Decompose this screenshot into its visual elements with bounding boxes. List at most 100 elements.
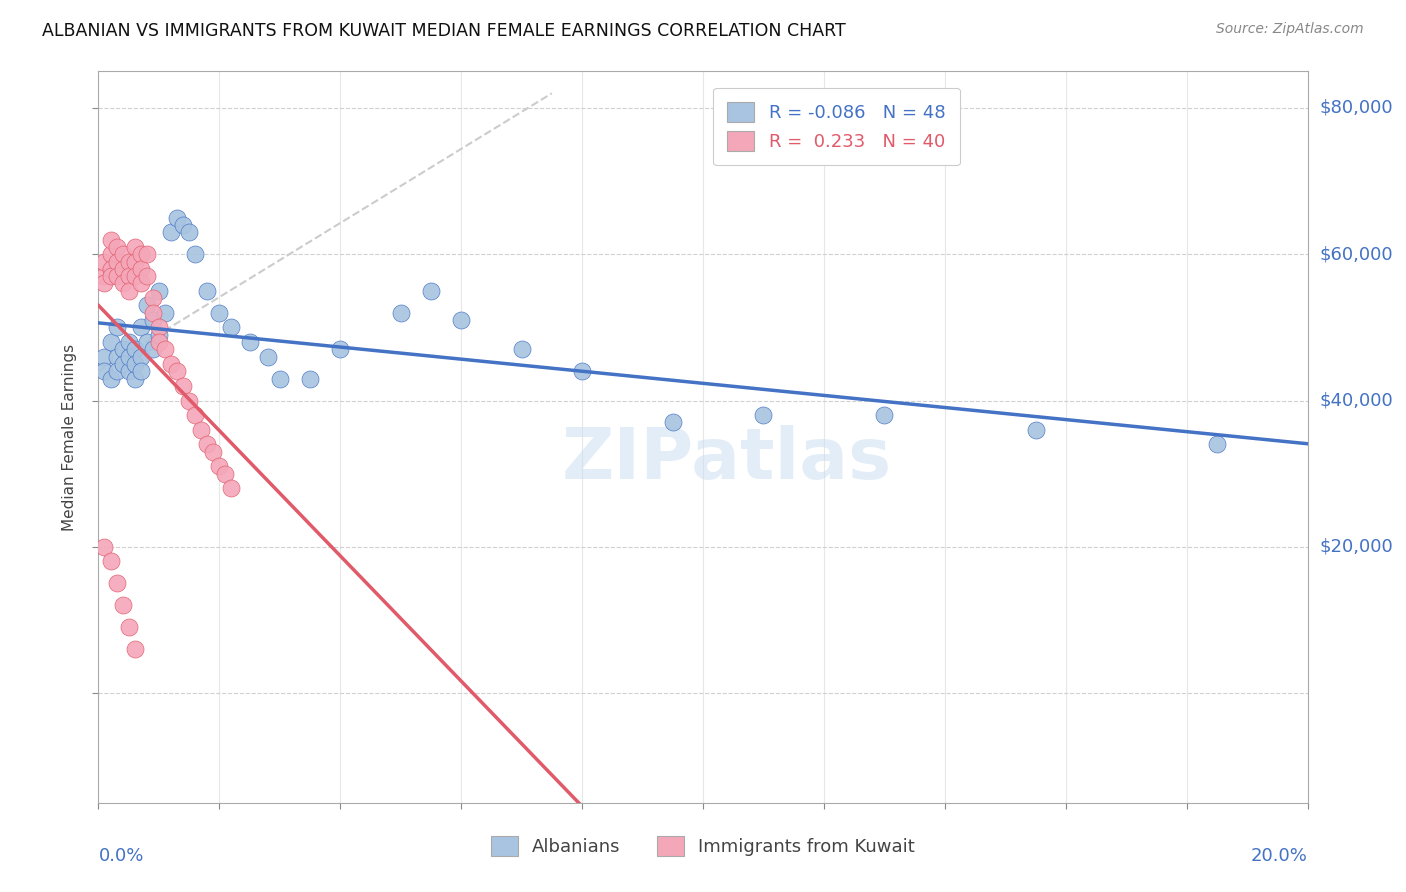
Point bbox=[93, 350, 115, 364]
Point bbox=[111, 247, 134, 261]
Point bbox=[190, 423, 212, 437]
Point bbox=[752, 408, 775, 422]
Point bbox=[142, 343, 165, 357]
Point bbox=[195, 284, 218, 298]
Point bbox=[124, 269, 146, 284]
Point bbox=[93, 277, 115, 291]
Text: ZIPatlas: ZIPatlas bbox=[562, 425, 893, 493]
Point bbox=[184, 247, 207, 261]
Point bbox=[118, 254, 141, 268]
Point bbox=[166, 211, 188, 225]
Y-axis label: Median Female Earnings: Median Female Earnings bbox=[62, 343, 77, 531]
Text: 20.0%: 20.0% bbox=[1251, 847, 1308, 864]
Point bbox=[450, 313, 472, 327]
Point bbox=[135, 334, 157, 349]
Point bbox=[118, 620, 141, 634]
Point bbox=[129, 364, 152, 378]
Point bbox=[160, 225, 183, 239]
Point bbox=[124, 357, 146, 371]
Point bbox=[208, 459, 231, 474]
Point bbox=[873, 408, 896, 422]
Point bbox=[142, 306, 165, 320]
Point bbox=[195, 437, 218, 451]
Point bbox=[105, 320, 128, 334]
Text: 0.0%: 0.0% bbox=[98, 847, 143, 864]
Point bbox=[93, 269, 115, 284]
Point bbox=[153, 343, 176, 357]
Point bbox=[105, 364, 128, 378]
Point bbox=[124, 254, 146, 268]
Point bbox=[177, 225, 201, 239]
Point bbox=[135, 269, 157, 284]
Point bbox=[100, 261, 122, 276]
Text: $20,000: $20,000 bbox=[1320, 538, 1393, 556]
Point bbox=[93, 254, 115, 268]
Point bbox=[129, 350, 152, 364]
Point bbox=[111, 599, 134, 613]
Point bbox=[571, 364, 593, 378]
Point bbox=[118, 334, 141, 349]
Point bbox=[202, 444, 225, 458]
Point bbox=[221, 320, 243, 334]
Point bbox=[329, 343, 352, 357]
Point bbox=[221, 481, 243, 495]
Point bbox=[129, 247, 152, 261]
Point bbox=[105, 254, 128, 268]
Point bbox=[184, 408, 207, 422]
Point bbox=[111, 357, 134, 371]
Point bbox=[118, 284, 141, 298]
Point bbox=[93, 540, 115, 554]
Point bbox=[118, 364, 141, 378]
Point bbox=[100, 371, 122, 385]
Point bbox=[124, 642, 146, 657]
Point bbox=[105, 269, 128, 284]
Point bbox=[148, 320, 170, 334]
Point bbox=[135, 298, 157, 312]
Text: $40,000: $40,000 bbox=[1320, 392, 1393, 409]
Text: $60,000: $60,000 bbox=[1320, 245, 1393, 263]
Point bbox=[111, 261, 134, 276]
Point bbox=[172, 218, 194, 232]
Point bbox=[153, 306, 176, 320]
Point bbox=[142, 291, 165, 305]
Point bbox=[661, 416, 683, 430]
Point bbox=[389, 306, 412, 320]
Point bbox=[105, 576, 128, 591]
Point bbox=[148, 284, 170, 298]
Point bbox=[239, 334, 262, 349]
Legend: Albanians, Immigrants from Kuwait: Albanians, Immigrants from Kuwait bbox=[484, 829, 922, 863]
Point bbox=[100, 247, 122, 261]
Point bbox=[100, 269, 122, 284]
Point bbox=[172, 379, 194, 393]
Point bbox=[177, 393, 201, 408]
Point bbox=[124, 371, 146, 385]
Text: $80,000: $80,000 bbox=[1320, 99, 1393, 117]
Point bbox=[148, 334, 170, 349]
Point bbox=[111, 277, 134, 291]
Point bbox=[124, 240, 146, 254]
Point bbox=[111, 343, 134, 357]
Point bbox=[166, 364, 188, 378]
Point bbox=[208, 306, 231, 320]
Point bbox=[1206, 437, 1229, 451]
Point bbox=[299, 371, 322, 385]
Point bbox=[100, 233, 122, 247]
Text: ALBANIAN VS IMMIGRANTS FROM KUWAIT MEDIAN FEMALE EARNINGS CORRELATION CHART: ALBANIAN VS IMMIGRANTS FROM KUWAIT MEDIA… bbox=[42, 22, 846, 40]
Point bbox=[129, 261, 152, 276]
Point bbox=[118, 269, 141, 284]
Point bbox=[105, 350, 128, 364]
Point bbox=[124, 343, 146, 357]
Point bbox=[419, 284, 441, 298]
Point bbox=[1024, 423, 1046, 437]
Point bbox=[269, 371, 291, 385]
Text: Source: ZipAtlas.com: Source: ZipAtlas.com bbox=[1216, 22, 1364, 37]
Point bbox=[510, 343, 533, 357]
Point bbox=[214, 467, 236, 481]
Point bbox=[93, 364, 115, 378]
Point bbox=[118, 350, 141, 364]
Point bbox=[135, 247, 157, 261]
Point bbox=[105, 240, 128, 254]
Point bbox=[148, 327, 170, 342]
Point bbox=[100, 554, 122, 568]
Point bbox=[129, 277, 152, 291]
